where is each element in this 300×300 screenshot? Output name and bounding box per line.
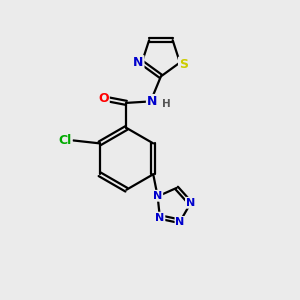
Text: H: H <box>161 99 170 109</box>
Text: N: N <box>153 191 162 201</box>
Text: S: S <box>179 58 188 70</box>
Text: N: N <box>176 217 185 227</box>
Text: N: N <box>155 213 164 223</box>
Text: O: O <box>98 92 109 105</box>
Text: N: N <box>147 95 157 108</box>
Text: N: N <box>133 56 143 69</box>
Text: N: N <box>186 198 195 208</box>
Text: Cl: Cl <box>58 134 72 147</box>
